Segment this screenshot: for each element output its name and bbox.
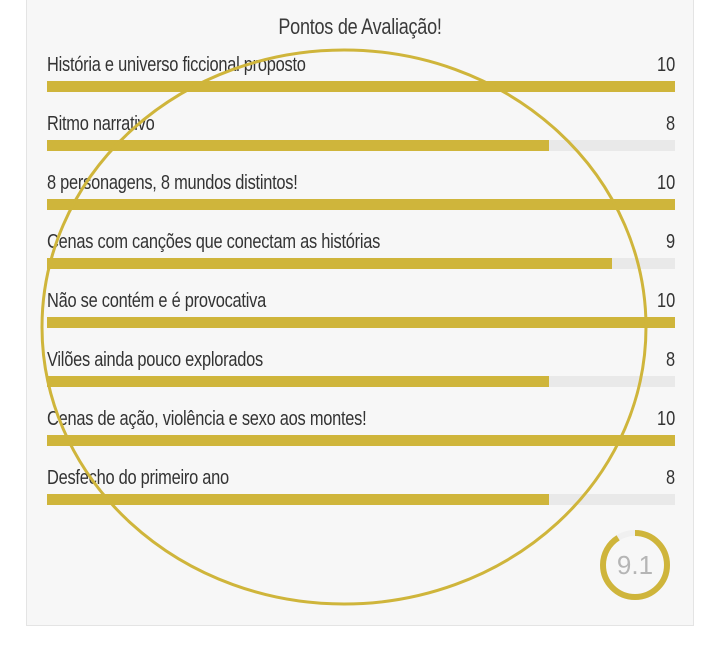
score-bar-track (47, 376, 675, 387)
total-score-value: 9.1 (616, 550, 654, 580)
criterion-score: 8 (665, 113, 675, 135)
score-bar-fill (47, 140, 550, 151)
criteria-list: História e universo ficcional proposto 1… (47, 54, 675, 526)
criterion-score: 10 (656, 290, 675, 312)
score-bar-track (47, 140, 675, 151)
score-bar-fill (47, 317, 675, 328)
criterion-row: Ritmo narrativo 8 (47, 113, 675, 172)
criterion-row: Não se contém e é provocativa 10 (47, 290, 675, 349)
review-box: Pontos de Avaliação! História e universo… (26, 0, 694, 626)
criterion-label: Ritmo narrativo (47, 113, 155, 135)
total-score-donut (600, 530, 670, 600)
score-bar-fill (47, 258, 613, 269)
score-bar-fill (47, 494, 550, 505)
score-bar-track (47, 435, 675, 446)
criterion-label: Vilões ainda pouco explorados (47, 349, 263, 371)
criterion-score: 10 (656, 172, 675, 194)
criterion-label: História e universo ficcional proposto (47, 54, 306, 76)
criterion-score: 10 (656, 408, 675, 430)
criterion-score: 8 (665, 349, 675, 371)
score-bar-fill (47, 81, 675, 92)
criterion-score: 9 (665, 231, 675, 253)
score-bar-track (47, 81, 675, 92)
criterion-row: Desfecho do primeiro ano 8 (47, 467, 675, 526)
criterion-label: Cenas de ação, violência e sexo aos mont… (47, 408, 367, 430)
score-bar-track (47, 317, 675, 328)
criterion-row: História e universo ficcional proposto 1… (47, 54, 675, 113)
score-bar-fill (47, 435, 675, 446)
score-bar-track (47, 494, 675, 505)
criterion-label: Não se contém e é provocativa (47, 290, 266, 312)
criterion-row: Cenas de ação, violência e sexo aos mont… (47, 408, 675, 467)
criterion-score: 10 (656, 54, 675, 76)
criterion-score: 8 (665, 467, 675, 489)
score-bar-fill (47, 199, 675, 210)
score-bar-track (47, 258, 675, 269)
criterion-label: Cenas com canções que conectam as histór… (47, 231, 381, 253)
score-bar-fill (47, 376, 550, 387)
criterion-label: 8 personagens, 8 mundos distintos! (47, 172, 298, 194)
criterion-label: Desfecho do primeiro ano (47, 467, 229, 489)
total-score-ring: 9.1 (598, 528, 672, 602)
criterion-row: Cenas com canções que conectam as histór… (47, 231, 675, 290)
review-title: Pontos de Avaliação! (278, 14, 442, 39)
score-bar-track (47, 199, 675, 210)
criterion-row: Vilões ainda pouco explorados 8 (47, 349, 675, 408)
criterion-row: 8 personagens, 8 mundos distintos! 10 (47, 172, 675, 231)
total-score-ring-fill (600, 530, 670, 600)
